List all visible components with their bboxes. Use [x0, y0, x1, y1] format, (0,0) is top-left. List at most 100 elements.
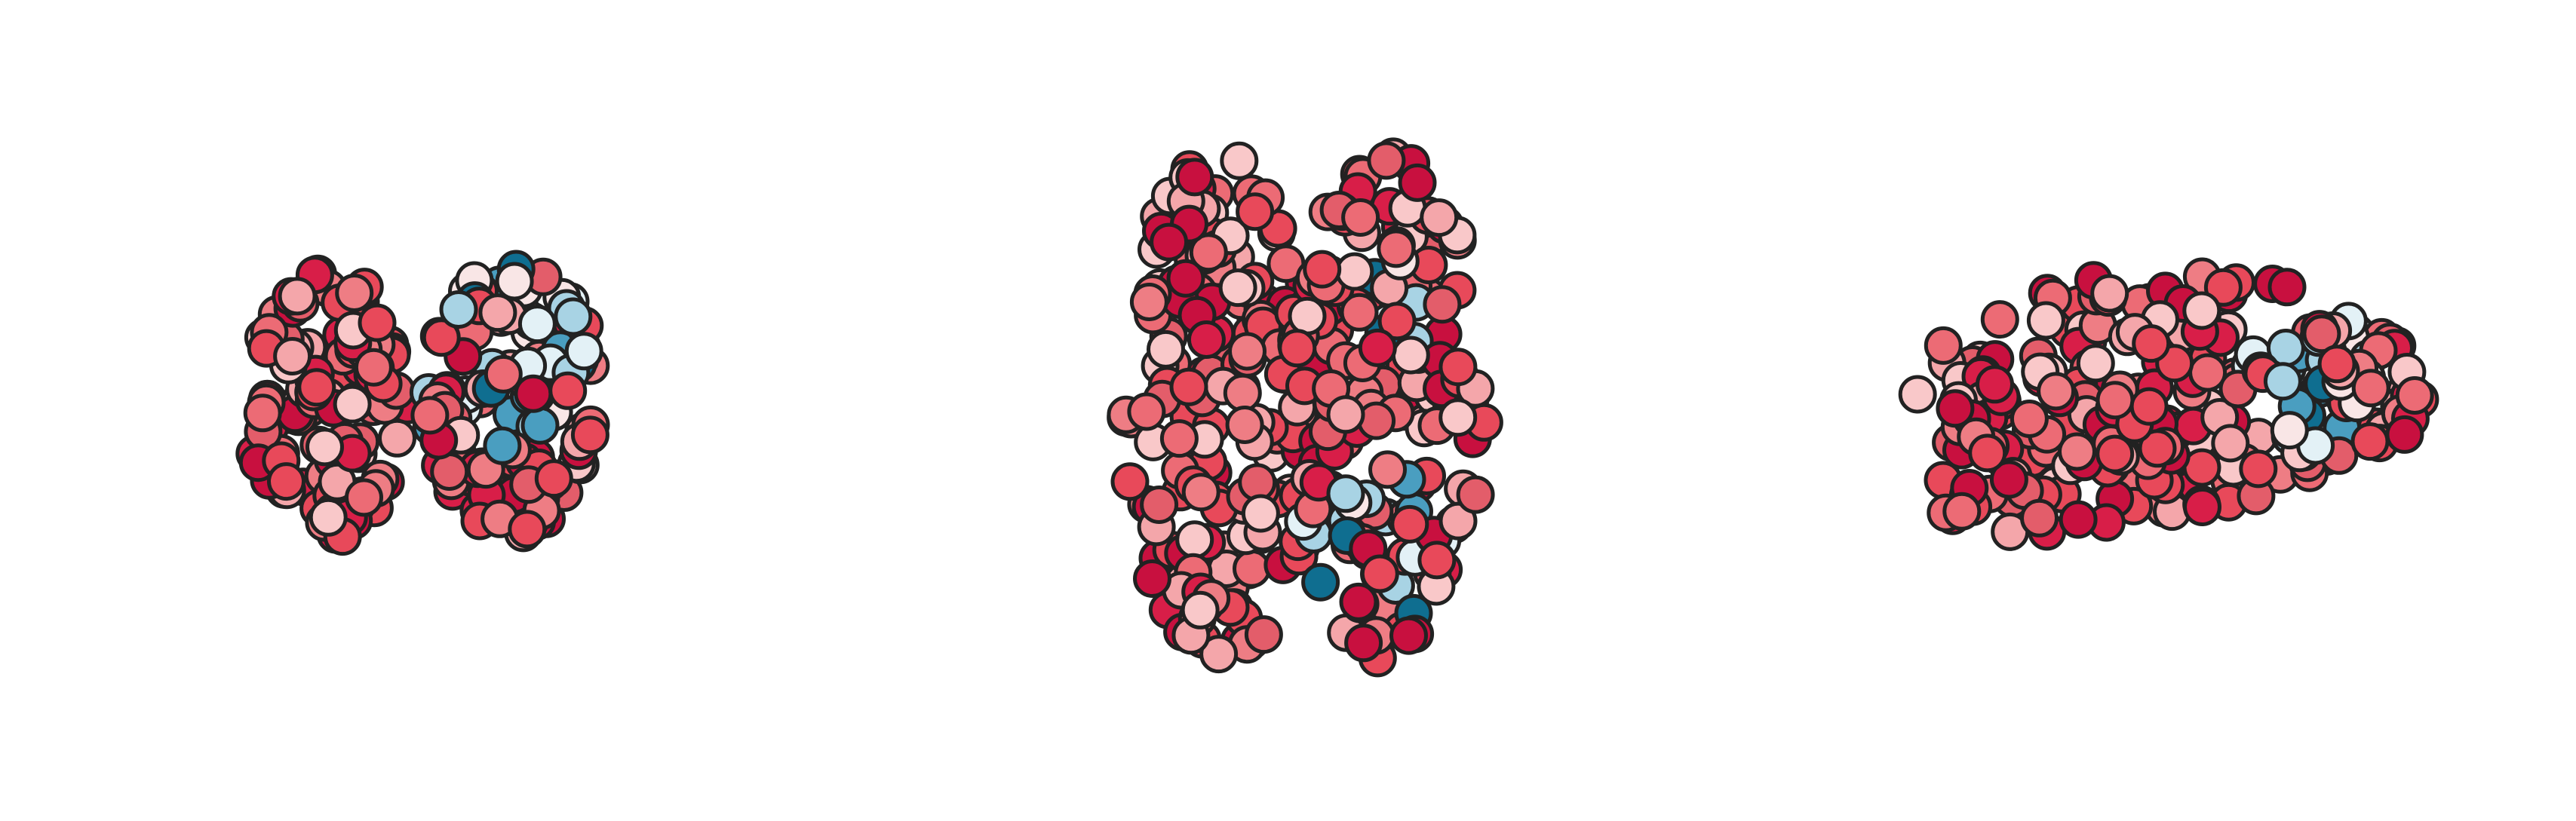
node [1335, 252, 1374, 291]
node [1377, 302, 1417, 341]
node [1989, 460, 2028, 499]
node [1377, 229, 1416, 268]
node [2020, 498, 2059, 538]
node [2076, 344, 2115, 383]
node [495, 262, 534, 301]
node [422, 318, 461, 357]
node [2132, 324, 2171, 363]
node [333, 384, 372, 424]
node [1288, 296, 1327, 335]
node [520, 406, 560, 445]
node [1438, 398, 1478, 437]
node [2138, 429, 2177, 468]
node [517, 305, 557, 344]
node [1968, 433, 2007, 473]
node [1236, 192, 1275, 231]
node [1360, 554, 1399, 593]
node [1187, 320, 1226, 359]
node [378, 418, 416, 458]
node [508, 510, 547, 549]
node [1389, 616, 1428, 655]
node [439, 290, 478, 329]
coronal-view [235, 250, 610, 556]
node [1129, 283, 1168, 321]
node [273, 337, 312, 375]
node [1423, 285, 1462, 324]
node [1301, 562, 1340, 602]
node [345, 478, 383, 517]
node [1166, 259, 1205, 298]
node [1976, 365, 2014, 404]
node [478, 293, 517, 332]
node [1417, 541, 1457, 580]
node [2267, 268, 2307, 307]
node [2263, 362, 2302, 401]
node [2317, 345, 2356, 384]
node [1303, 250, 1342, 289]
node [1189, 233, 1228, 272]
node [1220, 141, 1259, 180]
node [554, 297, 593, 336]
node [1175, 520, 1214, 559]
node [1367, 141, 1406, 180]
node [1936, 389, 1975, 428]
node [1390, 504, 1429, 544]
node [1357, 401, 1396, 440]
node [1278, 329, 1317, 368]
node [570, 415, 609, 455]
node [2239, 449, 2278, 489]
node [335, 274, 374, 312]
node [1225, 406, 1264, 444]
node [1438, 348, 1478, 387]
node [1233, 549, 1271, 588]
node [2095, 381, 2135, 420]
node [1127, 392, 1166, 431]
node [1169, 367, 1208, 406]
node [2183, 488, 2221, 526]
node [2211, 424, 2250, 463]
node [483, 426, 522, 465]
node [1898, 375, 1937, 414]
node [1181, 590, 1220, 630]
node [1199, 635, 1239, 674]
node [2129, 387, 2169, 426]
node [243, 394, 282, 433]
node [2010, 400, 2049, 438]
node [484, 354, 523, 394]
node [1159, 419, 1199, 458]
node [2350, 422, 2390, 461]
node [2026, 301, 2065, 340]
node [1344, 623, 1383, 663]
node [1150, 222, 1189, 262]
node [1341, 198, 1380, 237]
node [2182, 291, 2221, 330]
axial-view [1107, 137, 1503, 678]
node [1358, 328, 1397, 367]
node [410, 396, 450, 435]
node [1140, 486, 1179, 524]
node [2095, 434, 2135, 473]
node [1980, 300, 2019, 339]
node [2090, 274, 2129, 313]
node [1438, 501, 1478, 541]
node [2385, 415, 2424, 454]
node [1228, 332, 1267, 371]
node [2059, 500, 2098, 539]
node [1326, 474, 1365, 513]
node [354, 348, 393, 387]
node [1244, 615, 1283, 654]
node [1368, 450, 1407, 489]
node [1398, 163, 1437, 202]
node [1133, 559, 1171, 598]
node [1110, 462, 1150, 501]
node [1326, 395, 1365, 434]
sagittal-view [1898, 257, 2439, 551]
node [2395, 376, 2434, 415]
node [564, 332, 603, 371]
node [309, 498, 348, 537]
node [1456, 475, 1495, 514]
node [2351, 369, 2390, 408]
node [297, 368, 336, 407]
node [1420, 198, 1459, 237]
node [1218, 268, 1257, 308]
